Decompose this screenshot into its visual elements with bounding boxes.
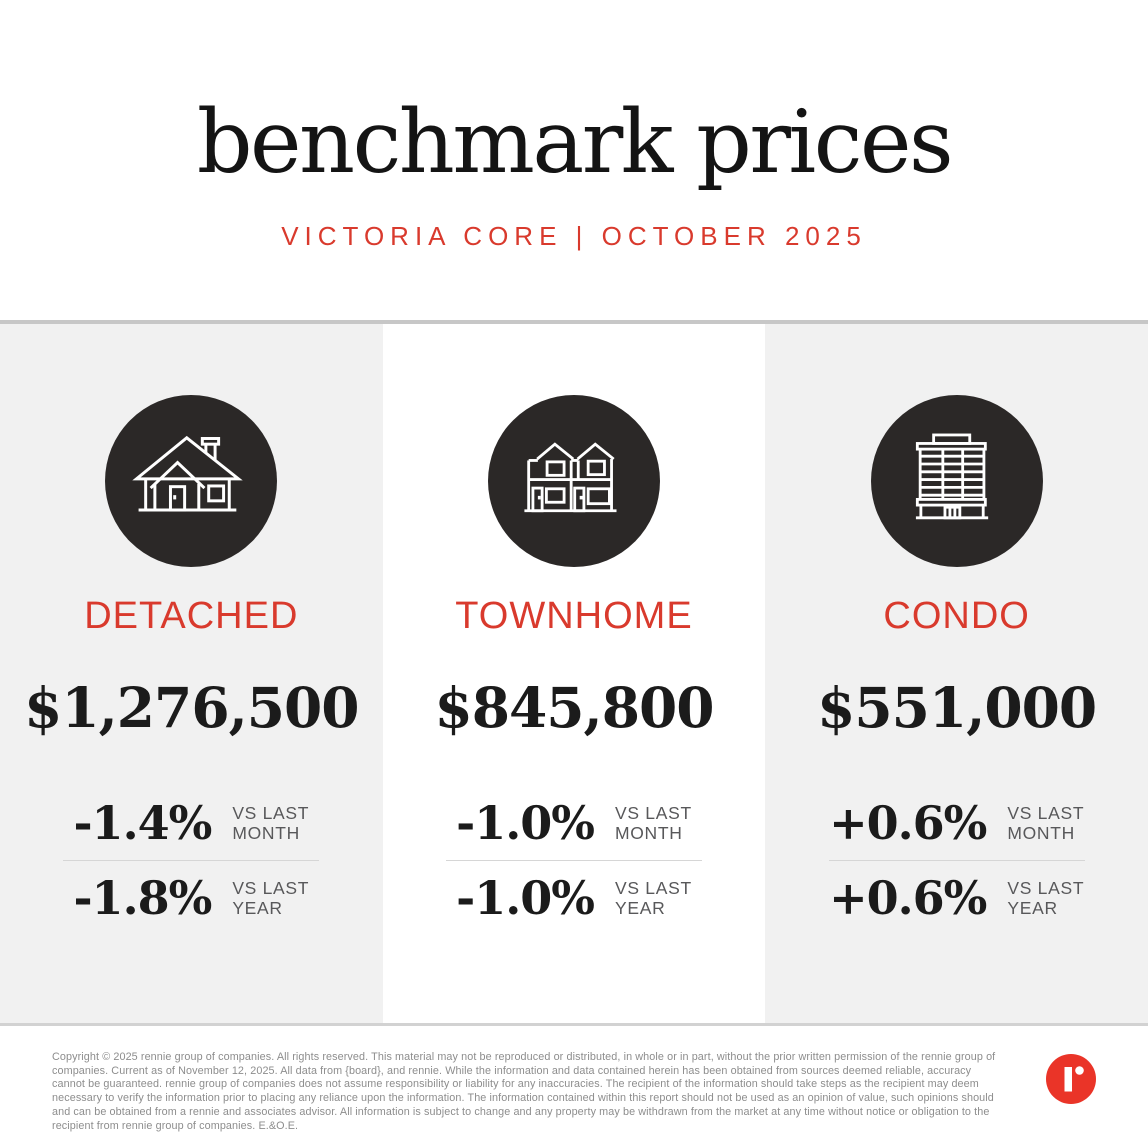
pct-vs-year: -1.8%	[73, 871, 212, 926]
category-label-detached: DETACHED	[84, 595, 299, 637]
pct-vs-year: +0.6%	[829, 871, 987, 926]
label-line2: MONTH	[232, 823, 300, 844]
pct-vs-year-label: VS LAST YEAR	[615, 878, 692, 919]
change-vs-year: -1.8% VS LAST YEAR	[0, 871, 383, 926]
pct-vs-month-label: VS LAST MONTH	[232, 803, 309, 844]
label-line1: VS LAST	[1007, 802, 1085, 823]
label-line1: VS LAST	[614, 802, 692, 823]
label-line1: VS LAST	[1007, 878, 1085, 899]
benchmark-price-detached: $1,276,500	[24, 675, 359, 740]
label-line2: MONTH	[1007, 823, 1075, 844]
label-line2: MONTH	[614, 823, 683, 844]
townhome-icon-circle	[487, 395, 660, 567]
price-columns: DETACHED $1,276,500 -1.4% VS LAST MONTH …	[0, 324, 1148, 1023]
pct-vs-month: +0.6%	[829, 796, 987, 850]
pct-vs-month: -1.4%	[73, 796, 212, 850]
change-vs-year: +0.6% VS LAST YEAR	[765, 871, 1148, 926]
rennie-logo	[1046, 1054, 1096, 1104]
category-label-condo: CONDO	[883, 595, 1030, 637]
column-townhome: TOWNHOME $845,800 -1.0% VS LAST MONTH -1…	[382, 324, 766, 1023]
copyright-disclaimer: Copyright © 2025 rennie group of compani…	[52, 1051, 996, 1132]
change-vs-month: -1.4% VS LAST MONTH	[0, 796, 383, 850]
column-detached: DETACHED $1,276,500 -1.4% VS LAST MONTH …	[0, 324, 383, 1023]
pct-vs-year-label: VS LAST YEAR	[232, 878, 309, 919]
condo-icon-circle	[870, 395, 1043, 567]
change-vs-year: -1.0% VS LAST YEAR	[383, 871, 766, 926]
label-line2: YEAR	[232, 898, 283, 919]
header-divider	[0, 320, 1148, 324]
townhome-icon	[524, 442, 617, 513]
detached-icon-circle	[105, 395, 278, 567]
footer: Copyright © 2025 rennie group of compani…	[0, 1026, 1148, 1148]
pct-vs-month-label: VS LAST MONTH	[615, 803, 692, 844]
footer-divider	[0, 1023, 1148, 1026]
pct-vs-month: -1.0%	[456, 796, 595, 850]
label-line1: VS LAST	[232, 878, 310, 899]
benchmark-price-townhome: $845,800	[434, 675, 714, 740]
label-line2: YEAR	[614, 898, 666, 919]
condo-building-icon	[915, 433, 988, 520]
pct-vs-year-label: VS LAST YEAR	[1007, 878, 1084, 919]
column-condo: CONDO $551,000 +0.6% VS LAST MONTH +0.6%…	[765, 324, 1148, 1023]
change-rows-divider	[445, 860, 702, 862]
change-rows-divider	[828, 860, 1085, 862]
benchmark-price-condo: $551,000	[817, 675, 1097, 740]
page-subtitle: VICTORIA CORE | OCTOBER 2025	[281, 221, 867, 251]
rennie-logo-icon	[1046, 1054, 1096, 1104]
label-line2: YEAR	[1007, 898, 1058, 919]
label-line1: VS LAST	[232, 802, 310, 823]
change-vs-month: -1.0% VS LAST MONTH	[383, 796, 766, 850]
detached-house-icon	[132, 435, 244, 512]
header: benchmark prices VICTORIA CORE | OCTOBER…	[0, 0, 1148, 320]
change-vs-month: +0.6% VS LAST MONTH	[765, 796, 1148, 850]
label-line1: VS LAST	[614, 878, 692, 899]
page-title: benchmark prices	[196, 91, 954, 193]
pct-vs-year: -1.0%	[456, 871, 595, 926]
category-label-townhome: TOWNHOME	[455, 595, 693, 637]
change-rows-divider	[63, 860, 320, 862]
pct-vs-month-label: VS LAST MONTH	[1007, 803, 1084, 844]
